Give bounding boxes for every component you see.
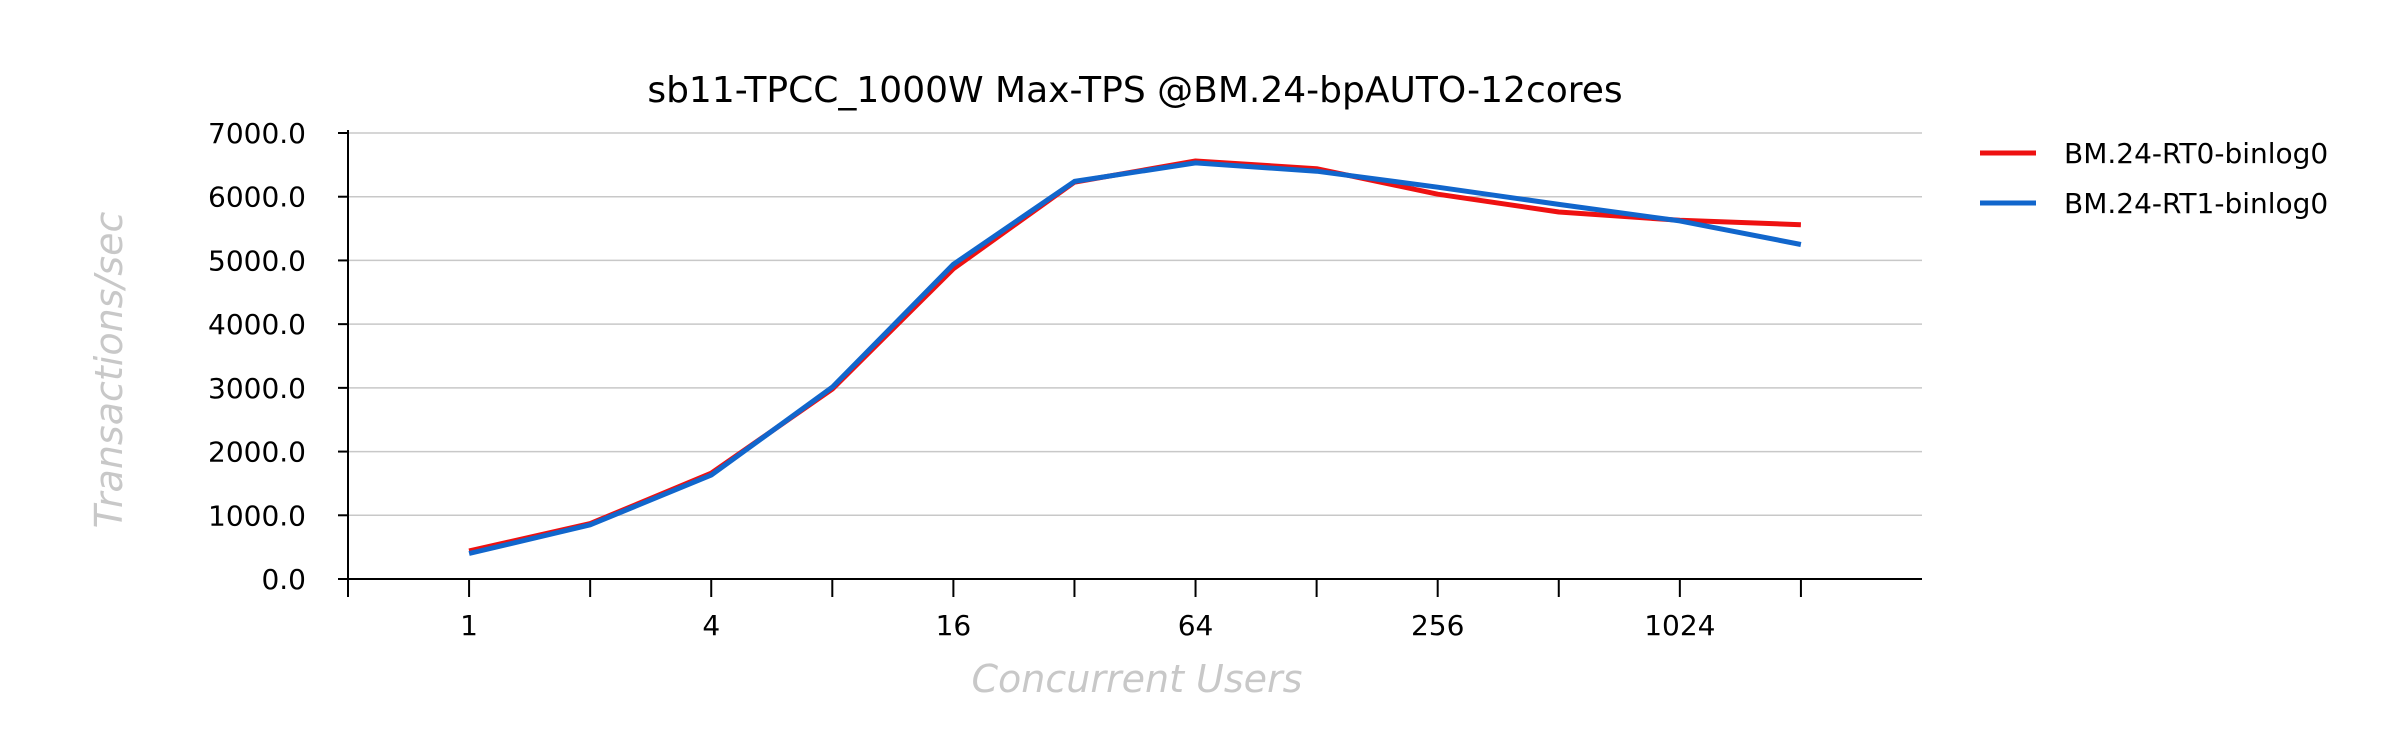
x-tick-label: 1024 (1644, 609, 1715, 642)
y-tick-label: 4000.0 (208, 308, 306, 341)
x-axis-ticks: 1 4 16 64 256 1024 (347, 579, 1802, 642)
gridlines (348, 132, 1922, 517)
y-tick-label: 3000.0 (208, 372, 306, 405)
x-tick-label: 64 (1178, 609, 1214, 642)
y-tick-label: 6000.0 (208, 181, 306, 214)
data-series (468, 158, 1802, 556)
y-tick-label: 5000.0 (208, 244, 306, 277)
y-axis-label: Transactions/sec (87, 212, 131, 529)
y-tick-label: 1000.0 (208, 499, 306, 532)
legend: BM.24-RT0-binlog0 BM.24-RT1-binlog0 (1980, 137, 2328, 220)
y-axis-ticks: 0.0 1000.0 2000.0 3000.0 4000.0 5000.0 6000.0 7… (208, 117, 348, 596)
y-tick-label: 7000.0 (208, 117, 306, 150)
axes (347, 130, 1922, 580)
y-tick-label: 0.0 (261, 563, 306, 596)
x-tick-label: 16 (936, 609, 972, 642)
chart-title: sb11-TPCC_1000W Max-TPS @BM.24-bpAUTO-12… (647, 70, 1622, 111)
legend-label: BM.24-RT1-binlog0 (2064, 187, 2328, 220)
x-axis-label: Concurrent Users (972, 657, 1303, 701)
y-tick-label: 2000.0 (208, 436, 306, 469)
legend-label: BM.24-RT0-binlog0 (2064, 137, 2328, 170)
series-line (468, 160, 1802, 556)
x-tick-label: 1 (460, 609, 478, 642)
x-tick-label: 256 (1411, 609, 1464, 642)
x-tick-label: 4 (702, 609, 720, 642)
